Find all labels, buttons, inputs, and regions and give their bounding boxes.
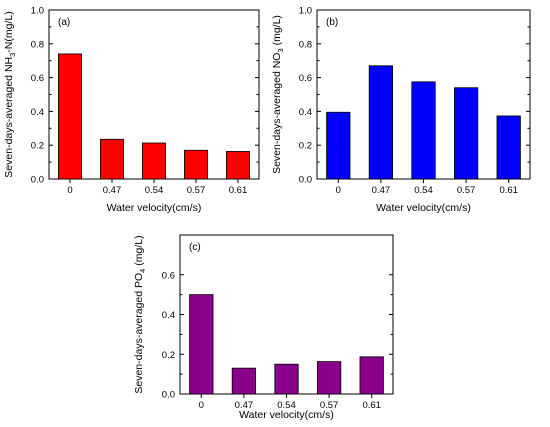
y-axis-label: Seven-days-averaged NH3-N(mg/L) bbox=[3, 11, 17, 177]
bar-0 bbox=[58, 53, 82, 180]
y-tick-label: 0.2 bbox=[299, 141, 312, 152]
bar-0.61 bbox=[359, 356, 384, 395]
y-axis-label: Seven-days-averaged PO4 (mg/L) bbox=[133, 235, 147, 393]
bar-0.61 bbox=[496, 115, 521, 180]
x-tick-label: 0.57 bbox=[457, 185, 476, 196]
y-tick-label: 0.6 bbox=[162, 270, 175, 281]
y-tick-label: 1.0 bbox=[31, 6, 44, 17]
x-tick-label: 0 bbox=[199, 400, 204, 411]
x-tick-label: 0.47 bbox=[372, 185, 391, 196]
y-tick-label: 0.0 bbox=[31, 175, 44, 186]
y-tick-label: 1.0 bbox=[299, 6, 312, 17]
x-axis-label: Water velocity(cm/s) bbox=[107, 202, 202, 214]
y-tick-label: 0.0 bbox=[162, 390, 175, 401]
y-tick-label: 0.2 bbox=[162, 350, 175, 361]
x-axis-label: Water velocity(cm/s) bbox=[376, 202, 471, 214]
y-tick-label: 0.6 bbox=[299, 73, 312, 84]
y-tick-label: 0.4 bbox=[299, 107, 312, 118]
panel-label: (a) bbox=[58, 17, 70, 28]
chart-panel-0: 0.0 0.2 0.4 0.6 0.8 1.0 0 0.47 0.54 0.57 0.61 (a) Wa… bbox=[3, 6, 260, 214]
x-tick-label: 0.61 bbox=[362, 400, 381, 411]
y-tick-label: 0.0 bbox=[299, 175, 312, 186]
bar-0.57 bbox=[316, 361, 342, 395]
y-tick-label: 0.2 bbox=[31, 141, 44, 152]
x-tick-label: 0.47 bbox=[235, 400, 254, 411]
x-tick-label: 0.57 bbox=[320, 400, 339, 411]
y-axis-label-text: Seven-days-averaged NH bbox=[3, 57, 15, 178]
y-axis-label-unit: (mg/L) bbox=[271, 15, 283, 48]
x-tick-label: 0.54 bbox=[145, 185, 164, 196]
y-axis-label-text: Seven-days-averaged PO bbox=[133, 273, 145, 394]
x-tick-label: 0.47 bbox=[103, 185, 122, 196]
y-axis-label-text: Seven-days-averaged NO bbox=[271, 53, 283, 174]
bar-0 bbox=[189, 294, 214, 395]
bar-0.57 bbox=[184, 149, 208, 180]
x-tick-label: 0.54 bbox=[414, 185, 433, 196]
x-tick-label: 0.57 bbox=[187, 185, 206, 196]
y-tick-label: 0.4 bbox=[162, 310, 175, 321]
y-axis-label-subscript: 3 bbox=[276, 48, 285, 52]
x-tick-label: 0.54 bbox=[277, 400, 296, 411]
y-tick-label: 0.8 bbox=[31, 39, 44, 50]
bar-0.47 bbox=[100, 138, 124, 180]
chart-panel-1: 0.0 0.2 0.4 0.6 0.8 1.0 0 0.47 0.54 0.57 0.61 (b) Wa… bbox=[271, 6, 531, 214]
x-tick-label: 0.61 bbox=[499, 185, 518, 196]
y-tick-label: 0.8 bbox=[299, 39, 312, 50]
bar-0.54 bbox=[142, 142, 166, 180]
y-axis-label-unit: -N(mg/L) bbox=[3, 11, 15, 52]
bar-0.57 bbox=[453, 87, 479, 180]
x-tick-label: 0 bbox=[336, 185, 341, 196]
bar-0.47 bbox=[368, 65, 394, 180]
x-tick-label: 0 bbox=[67, 185, 72, 196]
y-axis-label-subscript: 3 bbox=[8, 53, 17, 57]
y-tick-label: 0.6 bbox=[31, 73, 44, 84]
x-tick-label: 0.61 bbox=[229, 185, 248, 196]
bar-0.61 bbox=[226, 151, 250, 180]
y-axis-label-unit: (mg/L) bbox=[133, 235, 145, 268]
bar-0.54 bbox=[274, 363, 299, 395]
bar-0.54 bbox=[411, 81, 436, 180]
panel-label: (c) bbox=[189, 242, 201, 253]
y-tick-label: 0.4 bbox=[31, 107, 44, 118]
bar-0.47 bbox=[231, 367, 257, 395]
y-axis-label-subscript: 4 bbox=[138, 269, 147, 273]
panel-label: (b) bbox=[326, 17, 338, 28]
x-axis-label: Water velocity(cm/s) bbox=[239, 409, 334, 421]
bar-0 bbox=[326, 111, 351, 180]
y-axis-label: Seven-days-averaged NO3 (mg/L) bbox=[271, 15, 285, 174]
chart-panel-2: 0.0 0.2 0.4 0.6 0 0.47 0.54 0.57 0.61 (c) Water ve… bbox=[133, 234, 394, 421]
